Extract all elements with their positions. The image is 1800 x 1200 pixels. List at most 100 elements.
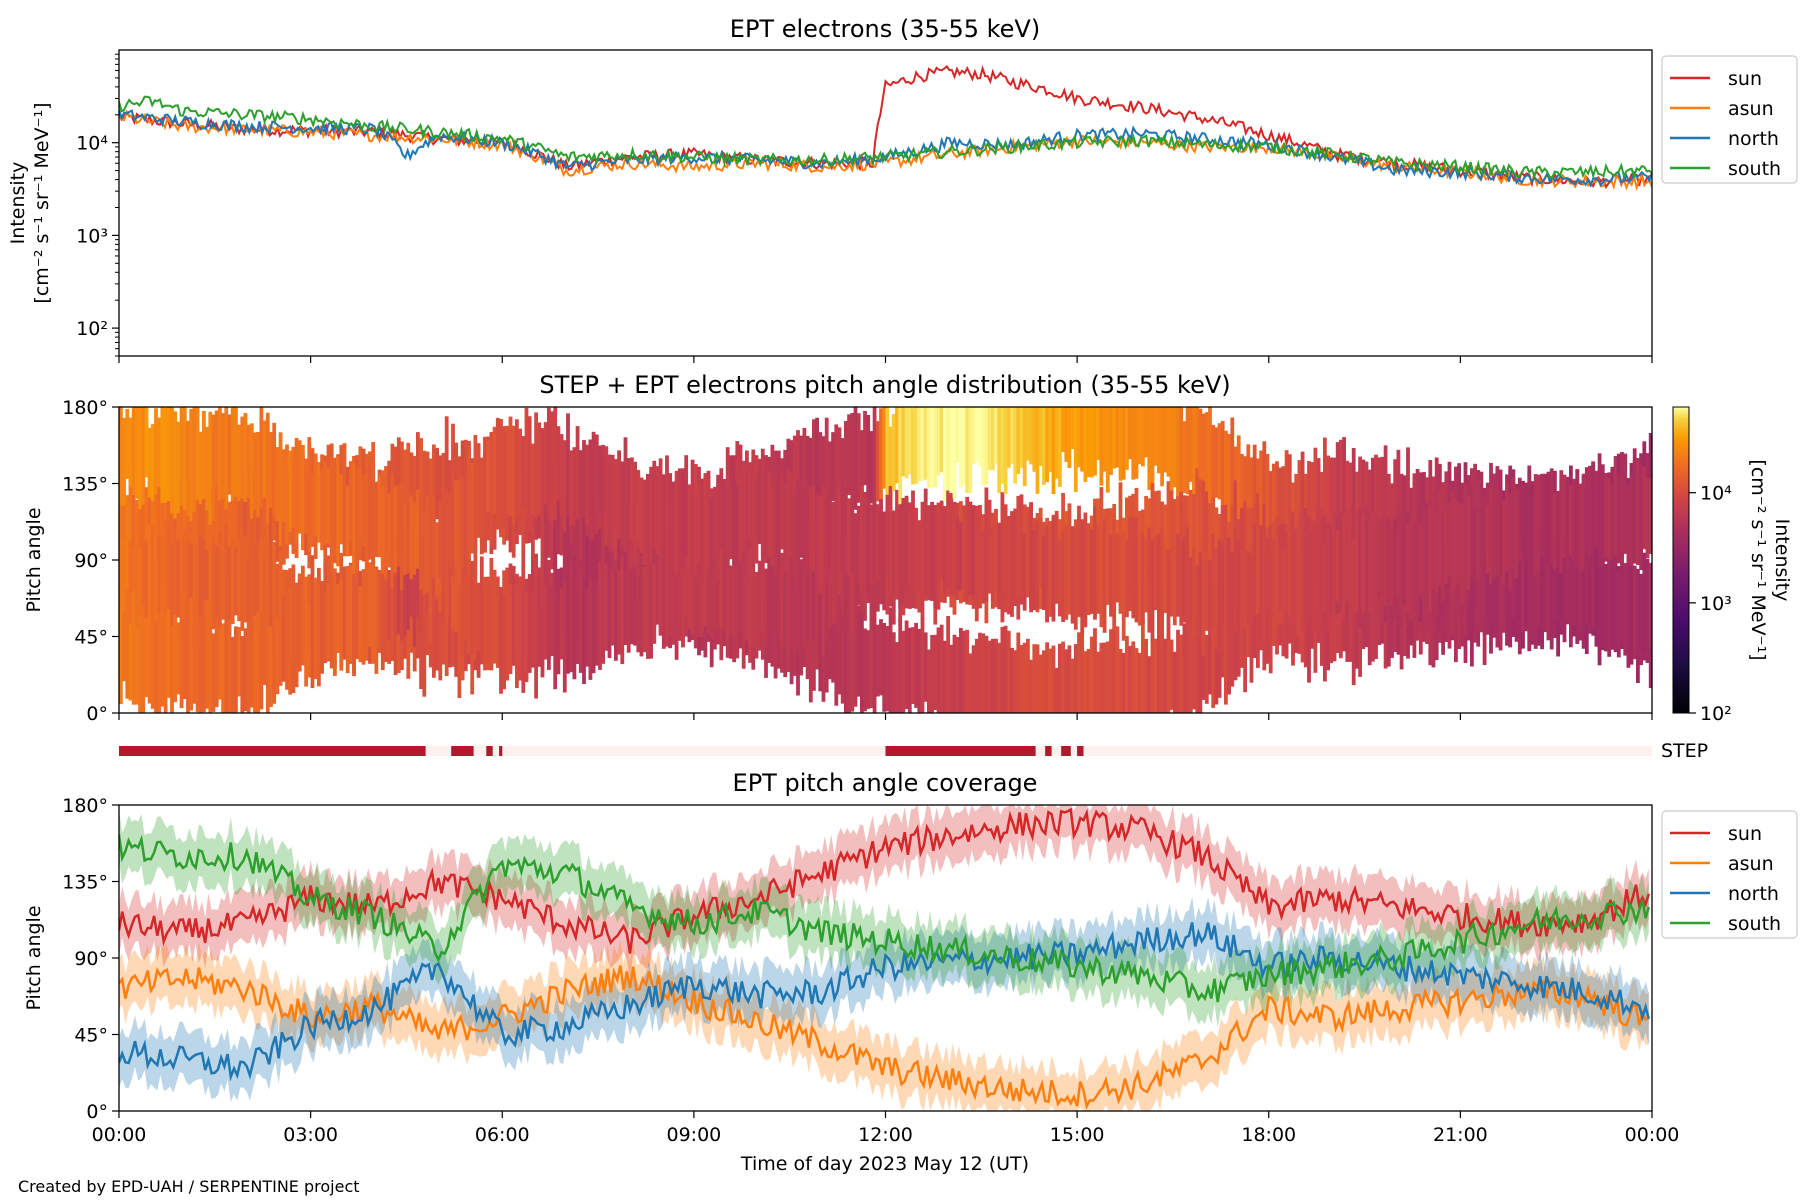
heatmap-cell [1517, 540, 1522, 638]
heatmap-cell [1176, 496, 1180, 567]
heatmap-cell [265, 625, 270, 713]
heatmap-cell [614, 459, 618, 560]
heatmap-cell [1166, 634, 1171, 713]
heatmap-cell [1054, 407, 1059, 479]
heatmap-cell [649, 548, 653, 659]
heatmap-cell [253, 543, 257, 623]
heatmap-cell [1134, 517, 1139, 623]
x-tick-label: 03:00 [283, 1124, 338, 1146]
heatmap-cell [368, 562, 372, 647]
heatmap-cell [783, 565, 788, 635]
heatmap-cell [1243, 516, 1247, 628]
heatmap-cell [770, 528, 775, 644]
heatmap-cell [1070, 658, 1075, 713]
heatmap-cell [1201, 480, 1206, 567]
heatmap-cell [144, 407, 149, 478]
step-on-bar [1045, 746, 1052, 756]
heatmap-cell [409, 495, 414, 580]
heatmap-cell [333, 457, 337, 564]
heatmap-cell [531, 443, 535, 515]
heatmap-cell [965, 407, 970, 493]
heatmap-cell [984, 407, 989, 485]
heatmap-cell [138, 547, 142, 638]
heatmap-cell [853, 407, 858, 510]
heatmap-cell [1527, 465, 1532, 575]
series-line-north [119, 922, 1651, 1082]
heatmap-cell [157, 611, 162, 713]
heatmap-cell [1089, 636, 1094, 713]
heatmap-cell [518, 428, 522, 511]
heatmap-cell [1045, 407, 1049, 483]
heatmap-cell [1613, 557, 1618, 650]
x-tick-label: 00:00 [1625, 1124, 1680, 1146]
x-tick-label: 12:00 [858, 1124, 913, 1146]
heatmap-cell [725, 552, 730, 643]
step-on-bar [119, 746, 426, 756]
heatmap-cell [955, 407, 960, 463]
heatmap-cell [1150, 407, 1155, 498]
heatmap-cell [888, 486, 893, 593]
heatmap-cell [1022, 407, 1027, 487]
heatmap-cell [176, 539, 181, 618]
heatmap-cell [1402, 494, 1407, 601]
step-on-intervals [119, 746, 1084, 756]
heatmap-cell [125, 409, 130, 479]
heatmap-cell [192, 603, 197, 704]
heatmap-cell [1575, 551, 1580, 642]
heatmap-cell [1141, 620, 1145, 713]
heatmap-cell [1256, 582, 1260, 668]
heatmap-cell [1492, 473, 1497, 579]
heatmap-cell [1172, 499, 1177, 602]
heatmap-cell [435, 447, 439, 520]
heatmap-cell [406, 556, 411, 630]
heatmap-cell [1179, 539, 1184, 626]
heatmap-cell [866, 630, 871, 709]
panel1-title: EPT electrons (35-55 keV) [730, 15, 1040, 43]
heatmap-cell [1070, 526, 1075, 624]
heatmap-cell [1505, 523, 1509, 633]
panel1-y-ticks: 10² 10³ 10⁴ [76, 53, 119, 357]
heatmap-cell [904, 620, 909, 709]
heatmap-cell [1006, 630, 1011, 713]
heatmap-cell [1010, 511, 1014, 617]
heatmap-cell [572, 573, 577, 680]
heatmap-cell [1192, 494, 1196, 578]
heatmap-cell [122, 470, 126, 573]
heatmap-cell [1179, 634, 1184, 713]
heatmap-cell [1345, 508, 1350, 602]
heatmap-cell [1048, 407, 1053, 473]
heatmap-cell [1172, 651, 1177, 713]
colorbar-ticks: 10² 10³ 10⁴ [1689, 483, 1732, 725]
heatmap-cell [796, 549, 800, 652]
heatmap-cell [840, 603, 845, 704]
heatmap-cell [895, 407, 899, 484]
heatmap-cell [1105, 519, 1110, 605]
heatmap-cell [1061, 531, 1065, 622]
heatmap-cell [821, 436, 826, 532]
heatmap-cell [326, 468, 331, 544]
heatmap-cell [1294, 474, 1299, 543]
heatmap-cell [997, 642, 1002, 713]
heatmap-cell [1409, 515, 1414, 620]
heatmap-cell [521, 583, 526, 693]
heatmap-cell [566, 605, 570, 674]
heatmap-cell [1026, 407, 1030, 461]
heatmap-cell [403, 527, 407, 637]
heatmap-cell [1115, 407, 1120, 468]
heatmap-cell [1112, 628, 1117, 713]
heatmap-cell [419, 438, 423, 530]
heatmap-cell [1089, 529, 1094, 614]
heatmap-cell [1032, 644, 1037, 713]
heatmap-cell [230, 500, 235, 576]
heatmap-cell [1364, 577, 1369, 648]
heatmap-cell [1073, 644, 1078, 713]
heatmap-cell [457, 583, 462, 698]
heatmap-cell [831, 501, 835, 591]
heatmap-cell [1310, 531, 1315, 634]
heatmap-cell [1147, 656, 1152, 713]
heatmap-cell [246, 561, 251, 632]
heatmap-cell [1016, 495, 1021, 602]
heatmap-cell [965, 496, 970, 598]
heatmap-cell [1153, 536, 1158, 611]
heatmap-cell [1530, 491, 1535, 578]
